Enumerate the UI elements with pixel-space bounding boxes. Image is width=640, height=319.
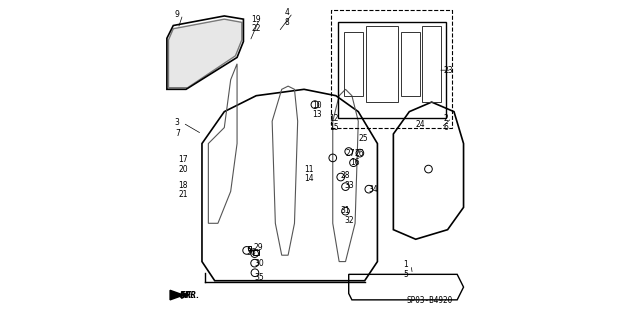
Text: 8: 8 <box>285 18 290 27</box>
Text: 5: 5 <box>403 270 408 279</box>
Text: 4: 4 <box>285 8 290 17</box>
Text: 7: 7 <box>175 130 180 138</box>
Polygon shape <box>168 19 242 88</box>
Text: 27: 27 <box>346 149 355 158</box>
Text: 31: 31 <box>340 206 350 215</box>
Text: 14: 14 <box>304 174 314 183</box>
Text: 3: 3 <box>175 118 180 127</box>
Text: 13: 13 <box>312 110 322 119</box>
Text: 9: 9 <box>175 10 180 19</box>
Text: 20: 20 <box>178 165 188 174</box>
Text: 24: 24 <box>416 120 426 129</box>
Text: 34: 34 <box>369 185 378 194</box>
Text: 33: 33 <box>345 181 355 189</box>
Text: 21: 21 <box>178 190 188 199</box>
Text: 28: 28 <box>340 171 349 180</box>
Text: 6: 6 <box>444 123 449 132</box>
Text: 16: 16 <box>350 158 360 167</box>
Text: 17: 17 <box>178 155 188 164</box>
Text: 15: 15 <box>330 123 339 132</box>
Polygon shape <box>170 290 184 300</box>
Text: 26: 26 <box>355 149 364 158</box>
Text: FR.: FR. <box>180 291 196 300</box>
Text: 23: 23 <box>444 66 453 75</box>
Text: SP03-B4920: SP03-B4920 <box>406 296 452 305</box>
Text: 19: 19 <box>252 15 261 24</box>
Text: 2: 2 <box>444 114 449 122</box>
Text: 29: 29 <box>253 243 262 252</box>
Text: 11: 11 <box>304 165 314 174</box>
Text: 12: 12 <box>330 114 339 122</box>
Text: 30: 30 <box>255 259 264 268</box>
Text: 35: 35 <box>255 273 264 282</box>
Text: 10: 10 <box>312 101 322 110</box>
Text: 1: 1 <box>403 260 408 269</box>
Text: FR.: FR. <box>186 291 200 300</box>
Text: 18: 18 <box>178 181 188 189</box>
Text: 25: 25 <box>358 134 368 143</box>
Text: 32: 32 <box>345 216 355 225</box>
Text: 22: 22 <box>252 24 261 33</box>
Text: 36: 36 <box>246 248 257 256</box>
